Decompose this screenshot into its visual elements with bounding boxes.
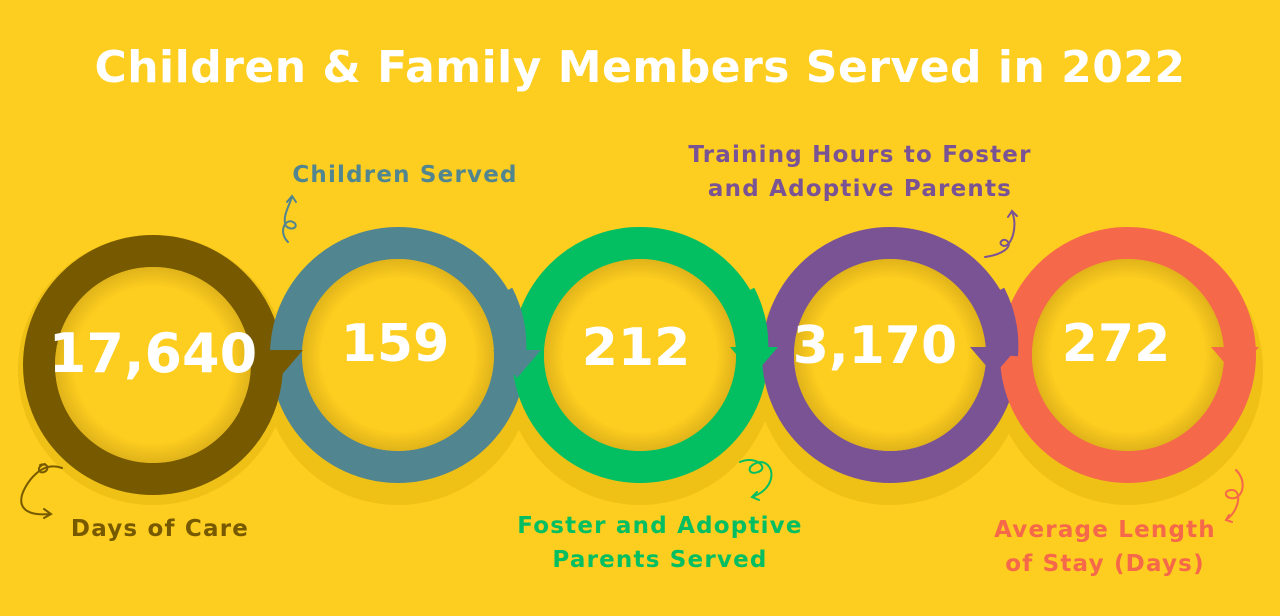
arrow-training-hours [970, 347, 1018, 375]
curly-arrow-icon [984, 209, 1018, 258]
arrow-children-served [493, 350, 541, 378]
arrow-days-of-care [255, 350, 303, 378]
curly-arrow-icon [1224, 469, 1244, 523]
stat-label-days-of-care: Days of Care [70, 516, 250, 542]
stat-value-training-hours: 3,170 [792, 316, 958, 376]
curly-arrow-icon [739, 459, 773, 501]
stat-value-parents-served: 212 [581, 318, 691, 378]
arrow-parents-served [730, 347, 778, 375]
curly-arrow-icon [20, 465, 63, 519]
page-title: Children & Family Members Served in 2022 [94, 42, 1186, 93]
stat-label-children-served: Children Served [292, 162, 518, 188]
arrow-avg-stay [1211, 347, 1259, 375]
stat-label-avg-stay: Average Length of Stay (Days) [994, 517, 1216, 577]
stat-value-children-served: 159 [340, 314, 450, 374]
stat-label-parents-served: Foster and Adoptive Parents Served [517, 513, 803, 573]
stat-value-days-of-care: 17,640 [48, 322, 258, 385]
stat-label-training-hours: Training Hours to Foster and Adoptive Pa… [688, 142, 1032, 202]
curly-arrow-icon [282, 194, 297, 243]
stat-value-avg-stay: 272 [1061, 314, 1171, 374]
